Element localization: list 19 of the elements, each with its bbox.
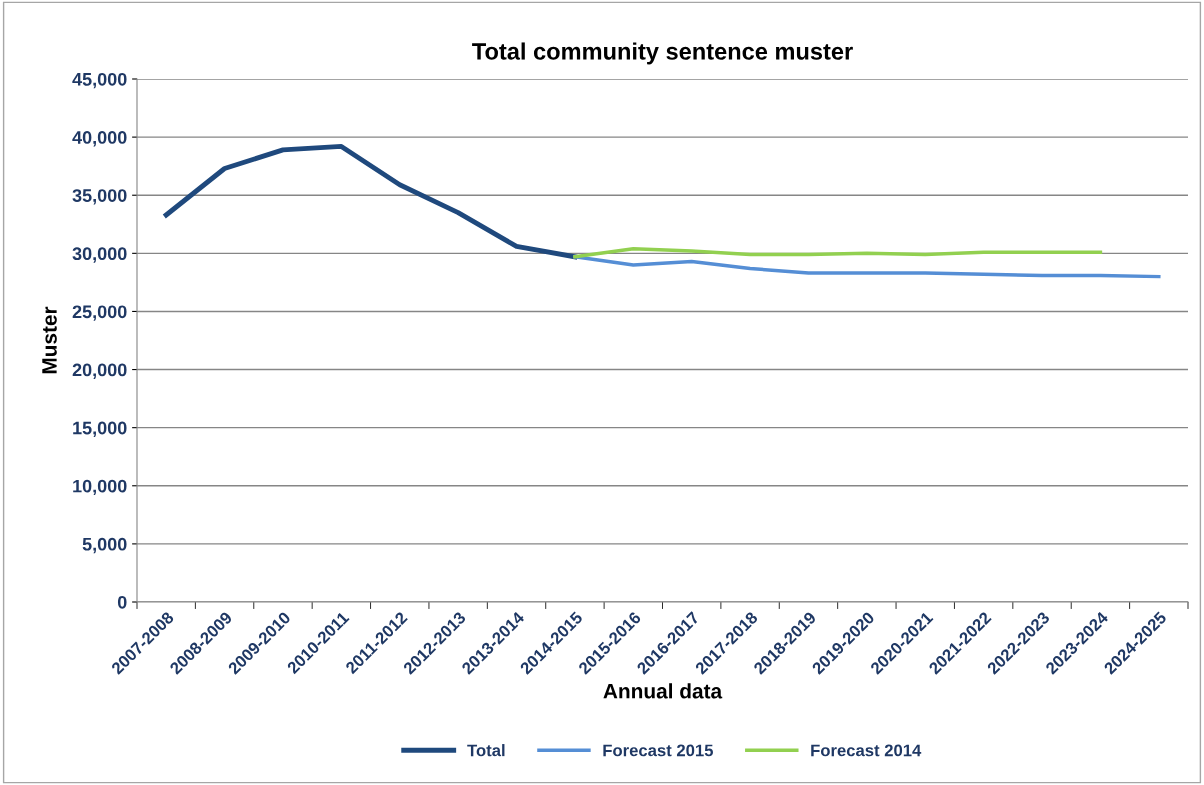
y-tick-label: 45,000 (72, 72, 127, 89)
y-tick-label: 25,000 (72, 305, 127, 321)
y-tick-label: 5,000 (82, 537, 127, 554)
legend-label: Total (467, 744, 505, 757)
y-tick-label: 35,000 (72, 189, 127, 205)
x-axis-title: Annual data (603, 683, 723, 699)
y-tick-label: 20,000 (72, 363, 127, 379)
y-tick-label: 10,000 (73, 479, 127, 496)
y-tick-label: 30,000 (72, 247, 127, 263)
chart-title: Total community sentence muster (472, 42, 853, 65)
line-series (573, 255, 1161, 279)
legend-label: Forecast 2014 (811, 744, 922, 757)
y-axis-title: Muster (42, 306, 57, 374)
line-series (163, 143, 578, 260)
line-series (573, 246, 1103, 259)
legend-label: Forecast 2015 (603, 744, 713, 757)
y-tick-label: 15,000 (73, 421, 127, 437)
y-tick-label: 0 (117, 595, 127, 609)
y-tick-label: 40,000 (72, 131, 127, 147)
